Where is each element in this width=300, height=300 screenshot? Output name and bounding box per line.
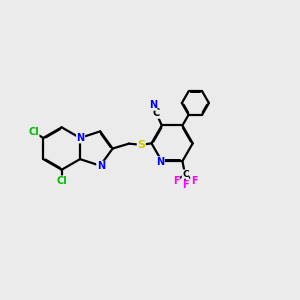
Text: C: C: [153, 108, 160, 118]
Text: N: N: [76, 133, 85, 143]
Text: N: N: [156, 157, 164, 167]
Text: F: F: [191, 176, 197, 186]
Text: F: F: [173, 176, 179, 186]
Text: Cl: Cl: [28, 127, 39, 137]
Text: N: N: [97, 161, 105, 171]
Text: S: S: [137, 140, 145, 150]
Text: C: C: [182, 170, 189, 179]
Text: F: F: [182, 180, 188, 190]
Text: Cl: Cl: [56, 176, 67, 186]
Text: N: N: [149, 100, 157, 110]
